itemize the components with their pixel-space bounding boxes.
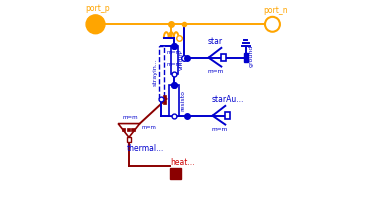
- Text: star: star: [208, 37, 223, 46]
- Polygon shape: [118, 124, 140, 137]
- Text: resisto: resisto: [181, 90, 186, 111]
- FancyBboxPatch shape: [169, 85, 179, 116]
- FancyBboxPatch shape: [131, 128, 135, 131]
- Text: heat...: heat...: [171, 158, 195, 167]
- FancyBboxPatch shape: [127, 137, 131, 142]
- FancyBboxPatch shape: [243, 53, 248, 62]
- Circle shape: [265, 17, 280, 32]
- FancyBboxPatch shape: [159, 46, 164, 99]
- Text: m=m: m=m: [208, 69, 224, 74]
- Text: vindin: vindin: [179, 50, 184, 70]
- FancyBboxPatch shape: [225, 112, 229, 119]
- Text: m=m: m=m: [212, 128, 228, 132]
- FancyBboxPatch shape: [171, 46, 178, 74]
- Text: m=m: m=m: [167, 62, 182, 67]
- FancyBboxPatch shape: [163, 100, 167, 104]
- Text: ground: ground: [249, 45, 254, 67]
- Text: starAu...: starAu...: [212, 95, 244, 104]
- FancyBboxPatch shape: [170, 168, 180, 179]
- Text: m=m: m=m: [142, 126, 157, 130]
- Text: thermal...: thermal...: [127, 144, 164, 153]
- FancyBboxPatch shape: [122, 128, 125, 131]
- FancyBboxPatch shape: [163, 95, 167, 99]
- Text: port_n: port_n: [263, 6, 288, 15]
- Text: port_p: port_p: [85, 4, 110, 13]
- Circle shape: [86, 15, 105, 34]
- Text: m=m: m=m: [167, 50, 182, 55]
- FancyBboxPatch shape: [127, 128, 130, 131]
- FancyBboxPatch shape: [221, 54, 226, 61]
- Text: strayin...: strayin...: [153, 59, 158, 86]
- Text: m=m: m=m: [122, 115, 138, 120]
